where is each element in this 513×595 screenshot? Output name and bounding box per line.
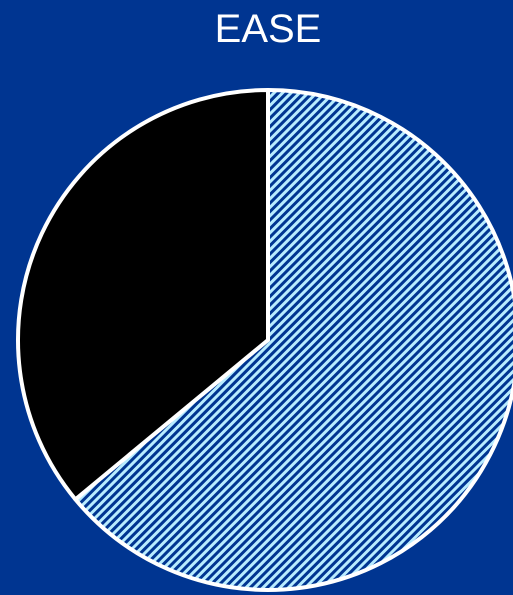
pie-slices [16,88,513,592]
pie-slice-black [16,88,270,502]
pie-slice-hatched [73,88,513,592]
chart-title: EASE [214,7,322,51]
